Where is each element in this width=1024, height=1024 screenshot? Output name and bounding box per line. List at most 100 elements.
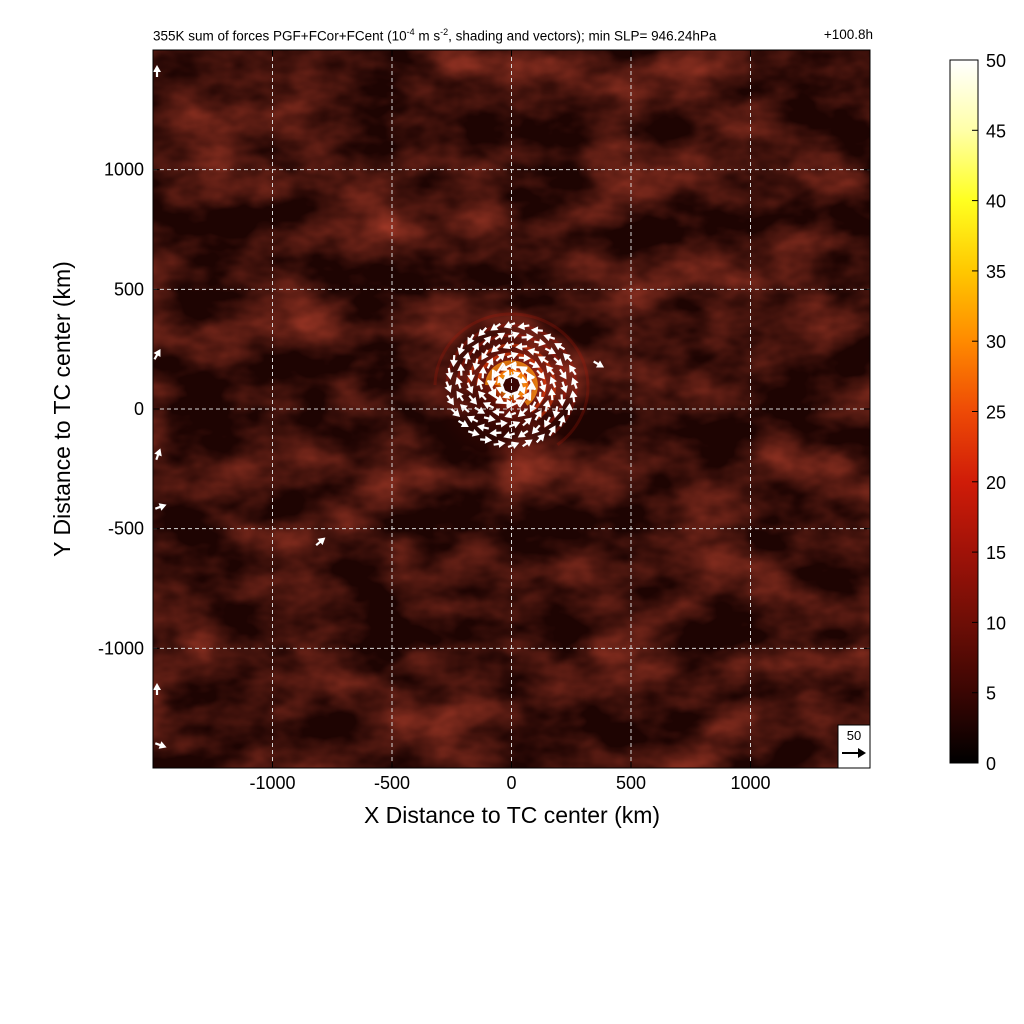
colorbar-tick-label: 45 xyxy=(986,121,1006,141)
force-vector xyxy=(490,322,501,331)
force-vector xyxy=(558,368,567,380)
grid-lines xyxy=(153,50,870,768)
force-vector xyxy=(457,420,469,428)
force-vector xyxy=(503,371,521,380)
force-vector xyxy=(503,431,516,439)
force-vector xyxy=(487,391,504,403)
reference-vector-box xyxy=(837,724,871,769)
force-vector xyxy=(548,425,556,437)
force-vector xyxy=(527,347,540,356)
force-vector xyxy=(506,399,523,409)
force-vector xyxy=(547,388,556,401)
force-vector xyxy=(571,377,579,389)
force-vector xyxy=(517,322,530,331)
force-vector xyxy=(482,402,495,410)
force-vector xyxy=(455,376,463,389)
force-vector xyxy=(526,382,535,401)
force-vector xyxy=(510,374,528,384)
force-vector xyxy=(557,394,566,407)
force-vector xyxy=(449,354,458,368)
force-vector xyxy=(528,360,541,369)
force-vector xyxy=(486,357,494,369)
force-vector xyxy=(444,381,452,393)
colorbar: 0 5 10 15 20 25 30 35 40 45 50 xyxy=(949,51,1006,774)
force-vector xyxy=(497,375,506,393)
x-tick-label: 500 xyxy=(616,773,646,793)
force-vector xyxy=(500,369,510,387)
force-vector xyxy=(593,360,605,368)
colorbar-tick-label: 40 xyxy=(986,192,1006,212)
force-vector xyxy=(488,369,497,388)
x-tick-label: 0 xyxy=(506,773,516,793)
force-vector xyxy=(535,433,545,444)
force-vector xyxy=(543,333,556,342)
force-vector xyxy=(519,367,536,379)
force-vector xyxy=(522,439,533,448)
force-vector xyxy=(517,408,528,418)
force-vector xyxy=(500,361,517,371)
force-vector xyxy=(560,381,568,394)
force-vector xyxy=(509,363,528,372)
x-tick-label: 1000 xyxy=(730,773,770,793)
force-vector xyxy=(515,342,528,351)
force-vector xyxy=(472,358,481,371)
force-vector xyxy=(513,383,523,401)
force-vector xyxy=(502,390,520,399)
force-vector xyxy=(154,448,162,461)
x-axis-ticks: -1000 -500 0 500 1000 xyxy=(249,50,771,793)
colorbar-tick-label: 25 xyxy=(986,403,1006,423)
force-vector xyxy=(508,421,521,429)
force-vector xyxy=(521,333,534,342)
force-vector xyxy=(536,391,545,404)
colorbar-tick-label: 35 xyxy=(986,262,1006,282)
force-vector xyxy=(569,390,578,403)
force-vector xyxy=(315,537,326,547)
force-vector xyxy=(446,394,454,406)
force-vector xyxy=(477,390,487,401)
y-tick-label: 500 xyxy=(114,279,144,299)
force-vector xyxy=(457,343,466,356)
colorbar-tick-label: 0 xyxy=(986,754,996,774)
y-axis-ticks: -1000 -500 0 500 1000 xyxy=(98,160,870,658)
force-vector xyxy=(466,415,479,423)
y-axis-label: Y Distance to TC center (km) xyxy=(49,261,75,557)
title-time: +100.8h xyxy=(823,27,873,42)
force-vector xyxy=(481,349,489,361)
vortex-ring xyxy=(433,312,590,446)
force-vector xyxy=(517,430,529,438)
force-vector xyxy=(557,414,566,427)
force-vector xyxy=(492,408,505,417)
force-vector xyxy=(537,356,549,364)
x-tick-label: -1000 xyxy=(249,773,295,793)
reference-vector-head xyxy=(858,748,866,758)
colorbar-tick-label: 10 xyxy=(986,613,1006,633)
force-vector xyxy=(457,363,466,376)
force-vector xyxy=(494,332,506,341)
force-vector xyxy=(489,428,502,437)
reference-vector-label: 50 xyxy=(847,728,861,743)
y-tick-label: -1000 xyxy=(98,638,144,658)
force-vector xyxy=(476,378,485,390)
force-vector xyxy=(462,351,471,364)
vortex-eye xyxy=(501,375,522,396)
force-vector xyxy=(544,416,552,428)
force-vector xyxy=(507,331,520,339)
colorbar-tick-label: 20 xyxy=(986,473,1006,493)
colorbar-tick-label: 50 xyxy=(986,51,1006,71)
force-vector xyxy=(544,347,557,355)
force-vector xyxy=(478,326,488,337)
colorbar-tick-label: 5 xyxy=(986,684,996,704)
force-vector xyxy=(471,342,479,354)
force-vector xyxy=(552,406,561,419)
force-vector xyxy=(534,409,542,421)
x-tick-label: -500 xyxy=(374,773,410,793)
force-vector xyxy=(533,338,546,347)
y-tick-label: 0 xyxy=(134,399,144,419)
force-vector xyxy=(459,404,470,413)
title-exponent-2: -2 xyxy=(440,27,449,37)
force-vector xyxy=(518,392,530,408)
force-vector xyxy=(538,380,547,393)
force-vector xyxy=(467,333,475,345)
force-vector xyxy=(467,429,480,437)
